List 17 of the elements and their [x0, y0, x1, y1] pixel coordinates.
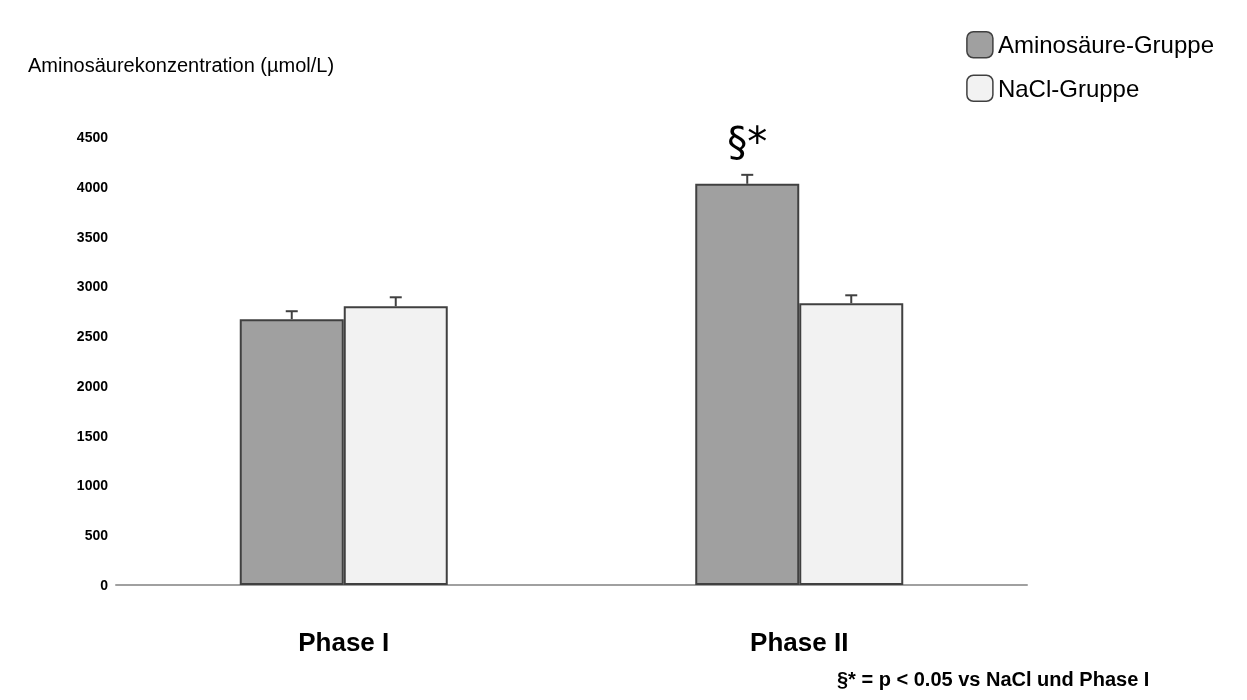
y-axis-title: Aminosäurekonzentration (µmol/L) — [28, 54, 335, 76]
y-tick-label: 4500 — [76, 129, 109, 145]
y-tick-label: 0 — [100, 577, 109, 593]
y-tick-label: 4000 — [76, 178, 109, 195]
x-tick-label: Phase II — [750, 627, 849, 657]
y-tick-label: 1000 — [76, 477, 109, 494]
y-tick-label: 3500 — [76, 228, 109, 245]
y-tick-label: 2500 — [76, 328, 109, 345]
legend-label: NaCl-Gruppe — [997, 74, 1140, 102]
legend-label: Aminosäure-Gruppe — [997, 31, 1214, 59]
annotation: §* — [727, 118, 768, 165]
y-tick-label: 500 — [84, 527, 109, 544]
y-tick-label: 2000 — [76, 377, 109, 394]
text: §* = p < 0.05 vs NaCl und Phase I — [837, 668, 1150, 690]
y-tick-label: 3000 — [76, 278, 109, 295]
y-tick-label: 1500 — [76, 427, 109, 444]
x-tick-label: Phase I — [298, 627, 390, 657]
